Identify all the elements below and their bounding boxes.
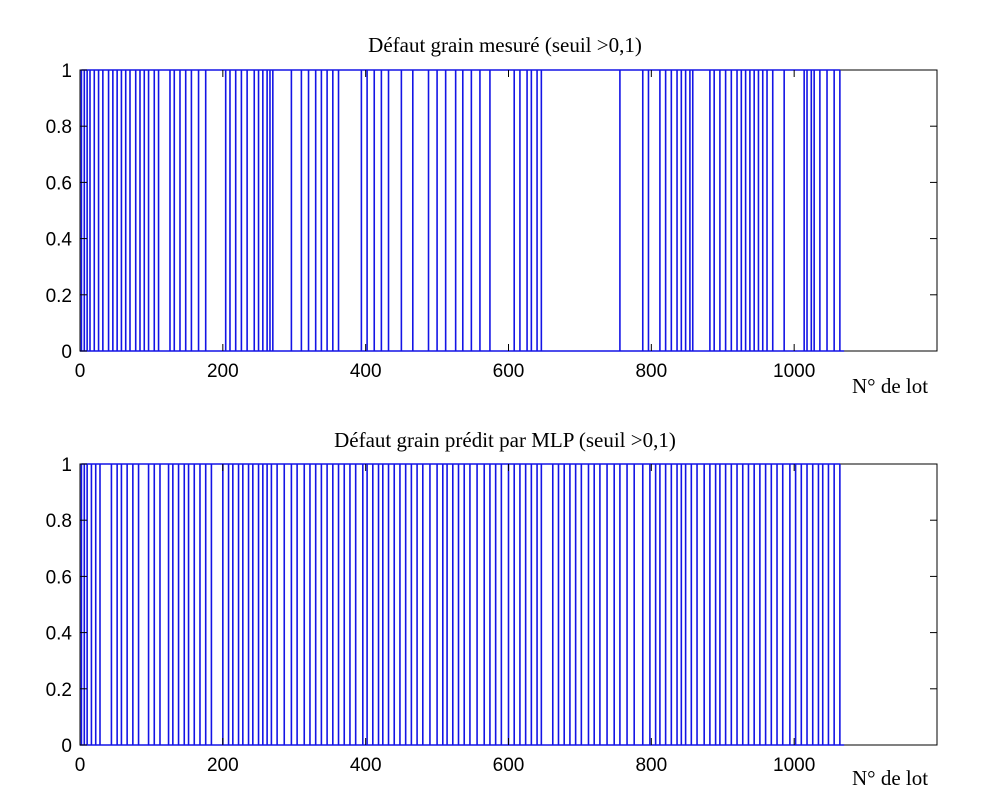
y-tick-label: 0.6 (46, 173, 72, 194)
y-tick-label: 0.2 (46, 286, 72, 307)
x-tick-label: 800 (635, 361, 667, 382)
x-tick-label: 200 (207, 361, 239, 382)
x-tick-label: 800 (635, 755, 667, 776)
y-tick-label: 0.6 (46, 567, 72, 588)
defect-marks (80, 463, 845, 746)
y-tick-label: 0.2 (46, 680, 72, 701)
plot-area (79, 69, 938, 352)
y-tick-label: 0.8 (46, 511, 72, 532)
y-tick-label: 0.4 (46, 624, 73, 645)
y-tick-label: 0 (61, 736, 72, 757)
x-tick-label: 1000 (773, 755, 815, 776)
y-tick-label: 1 (61, 61, 72, 82)
x-tick-label: 0 (75, 361, 86, 382)
defect-marks (80, 69, 845, 352)
chart-title: Défaut grain prédit par MLP (seuil >0,1) (334, 428, 676, 452)
x-tick-label: 1000 (773, 361, 815, 382)
y-axis: 0 0.2 0.4 0.6 0.8 1 (46, 61, 937, 363)
x-tick-label: 0 (75, 755, 86, 776)
x-axis-label: N° de lot (852, 766, 928, 790)
chart-title: Défaut grain mesuré (seuil >0,1) (368, 33, 642, 57)
x-axis-label: N° de lot (852, 374, 928, 398)
chart-predicted: Défaut grain prédit par MLP (seuil >0,1)… (46, 428, 938, 790)
y-axis: 0 0.2 0.4 0.6 0.8 1 (46, 455, 937, 757)
chart-measured: Défaut grain mesuré (seuil >0,1) 0 0.2 0.4… (46, 33, 938, 398)
x-tick-label: 600 (493, 755, 525, 776)
y-tick-label: 1 (61, 455, 72, 476)
y-tick-label: 0.4 (46, 230, 73, 251)
y-tick-label: 0 (61, 342, 72, 363)
x-axis: 0 200 400 600 800 1000 (75, 464, 815, 776)
y-tick-label: 0.8 (46, 117, 72, 138)
x-axis: 0 200 400 600 800 1000 (75, 70, 815, 382)
x-tick-label: 400 (350, 361, 382, 382)
x-tick-label: 400 (350, 755, 382, 776)
x-tick-label: 200 (207, 755, 239, 776)
x-tick-label: 600 (493, 361, 525, 382)
